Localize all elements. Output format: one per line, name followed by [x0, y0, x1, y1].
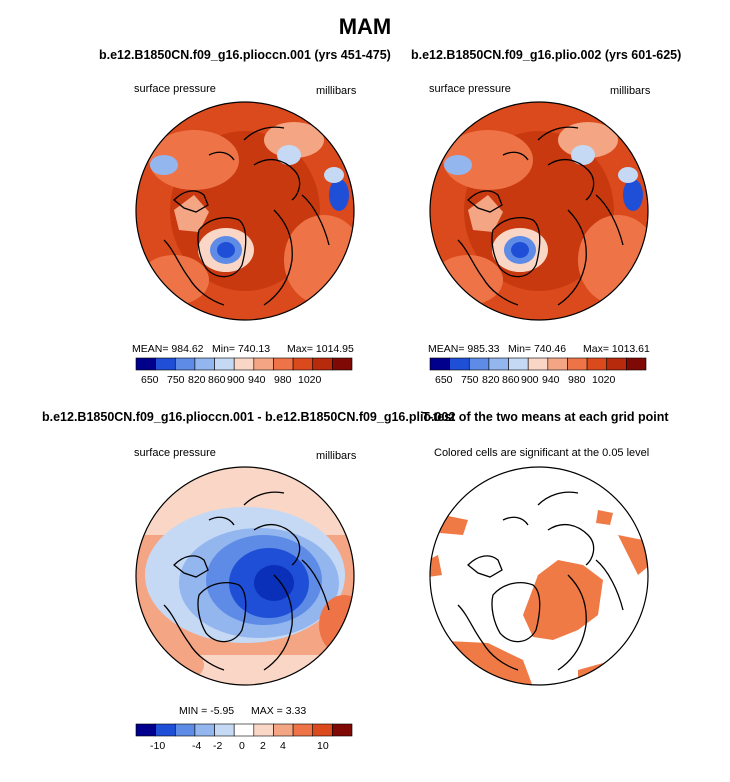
colorbar-swatch: [273, 723, 294, 737]
colorbar-swatch: [155, 357, 176, 371]
colorbar-swatch: [586, 357, 608, 371]
colorbar-swatch: [155, 723, 176, 737]
colorbar-tick-label: 2: [260, 740, 266, 752]
colorbar-swatch: [214, 723, 235, 737]
colorbar-tick-label: 750: [461, 374, 479, 386]
colorbar-tick-label: 0: [239, 740, 245, 752]
colorbar-tick-label: 4: [280, 740, 286, 752]
colorbar-tick-label: 860: [208, 374, 226, 386]
coastlines: [163, 491, 330, 671]
stat-min-top-right: Min= 740.46: [508, 343, 567, 355]
colorbar-tick-label: 650: [435, 374, 453, 386]
panel-title-bottom-right: T-test of the two means at each grid poi…: [422, 410, 669, 424]
colorbar-swatch: [233, 357, 255, 371]
colorbar-tick-label: 1020: [592, 374, 616, 386]
colorbar-tick-label: 820: [188, 374, 206, 386]
colorbar-swatch: [253, 357, 274, 371]
variable-label-top-right: surface pressure: [429, 83, 511, 95]
map-boundary: [135, 101, 355, 321]
units-label-top-left: millibars: [316, 85, 357, 97]
page-title: MAM: [338, 14, 392, 39]
map-boundary: [135, 466, 355, 686]
panel-title-top-left: b.e12.B1850CN.f09_g16.plioccn.001 (yrs 4…: [99, 48, 391, 62]
coastlines: [457, 126, 624, 306]
colorbar-swatch: [312, 357, 333, 371]
coastlines: [163, 126, 330, 306]
colorbar-tick-label: 900: [521, 374, 539, 386]
colorbar-swatch: [449, 357, 470, 371]
colorbar-swatch: [508, 357, 529, 371]
colorbar-tick-label: -4: [192, 740, 202, 752]
colorbar-tick-label: -2: [213, 740, 223, 752]
stat-mean-top-right: MEAN= 985.33: [428, 343, 500, 355]
colorbar-swatch: [174, 723, 196, 737]
colorbar-tick-label: 900: [227, 374, 245, 386]
polar-map-top-left: [135, 101, 355, 321]
colorbar-swatch: [253, 723, 274, 737]
colorbar-bottom-left: [135, 723, 353, 737]
panel-title-bottom-left: b.e12.B1850CN.f09_g16.plioccn.001 - b.e1…: [42, 410, 456, 424]
colorbar-swatch: [233, 723, 255, 737]
stat-min-top-left: Min= 740.13: [212, 343, 271, 355]
stat-min-bottom-left: MIN = -5.95: [179, 705, 235, 717]
colorbar-tick-label: 940: [542, 374, 560, 386]
colorbar-swatch: [194, 357, 215, 371]
colorbar-tick-label: 940: [248, 374, 266, 386]
polar-map-top-right: [429, 101, 649, 321]
map-boundary: [429, 466, 649, 686]
colorbar-swatch: [567, 357, 588, 371]
colorbar-swatch: [292, 723, 314, 737]
colorbar-tick-label: 980: [274, 374, 292, 386]
map-boundary: [429, 101, 649, 321]
colorbar-swatch: [135, 357, 156, 371]
stat-mean-top-left: MEAN= 984.62: [132, 343, 204, 355]
stat-max-top-right: Max= 1013.61: [583, 343, 650, 355]
colorbar-swatch: [547, 357, 568, 371]
polar-map-bottom-right: [429, 466, 649, 686]
colorbar-swatch: [214, 357, 235, 371]
colorbar-tick-label: 820: [482, 374, 500, 386]
coastlines: [457, 491, 624, 671]
colorbar-swatch: [332, 723, 353, 737]
subtitle-bottom-right: Colored cells are significant at the 0.0…: [434, 447, 650, 459]
colorbar-swatch: [527, 357, 549, 371]
variable-label-top-left: surface pressure: [134, 83, 216, 95]
colorbar-tick-label: 860: [502, 374, 520, 386]
colorbar-tick-label: 10: [317, 740, 329, 752]
units-label-bottom-left: millibars: [316, 450, 357, 462]
colorbar-tick-label: 980: [568, 374, 586, 386]
colorbar-top-left: [135, 357, 353, 371]
panel-title-top-right: b.e12.B1850CN.f09_g16.plio.002 (yrs 601-…: [411, 48, 682, 62]
stat-max-bottom-left: MAX = 3.33: [251, 705, 307, 717]
colorbar-swatch: [174, 357, 196, 371]
variable-label-bottom-left: surface pressure: [134, 447, 216, 459]
colorbar-tick-label: -10: [150, 740, 166, 752]
colorbar-swatch: [292, 357, 314, 371]
polar-map-bottom-left: [135, 466, 355, 686]
colorbar-swatch: [135, 723, 156, 737]
colorbar-swatch: [606, 357, 627, 371]
colorbar-swatch: [273, 357, 294, 371]
colorbar-tick-label: 750: [167, 374, 185, 386]
colorbar-tick-label: 1020: [298, 374, 322, 386]
colorbar-swatch: [312, 723, 333, 737]
stat-max-top-left: Max= 1014.95: [287, 343, 354, 355]
colorbar-top-right: [429, 357, 647, 371]
colorbar-swatch: [429, 357, 450, 371]
colorbar-swatch: [488, 357, 509, 371]
colorbar-swatch: [332, 357, 353, 371]
colorbar-swatch: [194, 723, 215, 737]
colorbar-tick-label: 650: [141, 374, 159, 386]
colorbar-swatch: [626, 357, 647, 371]
units-label-top-right: millibars: [610, 85, 651, 97]
colorbar-swatch: [468, 357, 490, 371]
